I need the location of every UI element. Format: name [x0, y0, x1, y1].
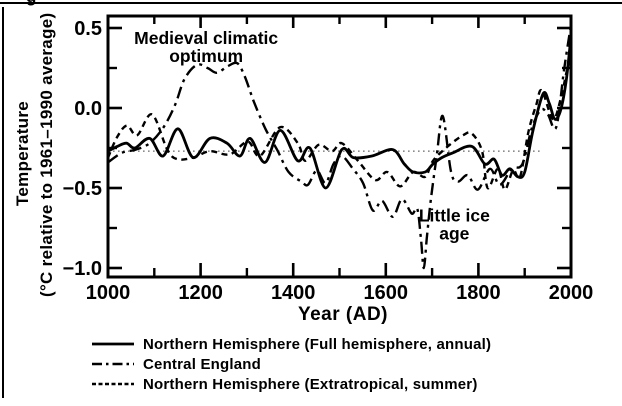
y-tick-label: 0.5 [74, 18, 102, 40]
cropped-text-glyph: g [26, 0, 36, 7]
legend-swatch-dashed-line [92, 382, 134, 386]
annotation-medieval-climatic-optimum: Medieval climatic [134, 28, 278, 48]
figure-left-border [2, 7, 4, 398]
x-tick-label: 2000 [549, 282, 594, 304]
y-tick-label: −0.5 [63, 178, 102, 200]
plot-frame [106, 14, 573, 279]
x-tick-label: 1800 [456, 282, 501, 304]
x-tick-label: 1400 [271, 282, 316, 304]
y-tick-label: −1.0 [63, 258, 102, 280]
annotation-little-ice-age: age [439, 224, 469, 244]
x-tick-label: 1000 [86, 282, 131, 304]
annotation-medieval-climatic-optimum: optimum [169, 46, 243, 66]
legend-item-nh-annual: Northern Hemisphere (Full hemisphere, an… [92, 334, 491, 354]
legend-swatch-solid-line [92, 342, 134, 346]
y-tick-label: 0.0 [74, 98, 102, 120]
legend: Northern Hemisphere (Full hemisphere, an… [92, 334, 491, 394]
legend-item-central-england: Central England [92, 354, 491, 374]
x-axis-title: Year (AD) [297, 304, 389, 325]
x-tick-label: 1200 [178, 282, 223, 304]
series-line-nh-annual [107, 35, 573, 190]
annotation-little-ice-age: Little ice [419, 206, 490, 226]
legend-swatch-dashdot-line [92, 362, 134, 366]
x-tick-label: 1600 [364, 282, 409, 304]
cropped-text-fragment: g [26, 0, 62, 8]
legend-item-label: Central England [143, 355, 262, 373]
figure-top-border [0, 2, 622, 4]
legend-item-label: Northern Hemisphere (Extratropical, summ… [143, 375, 478, 393]
series-line-nh-summer [106, 54, 573, 191]
legend-item-nh-summer: Northern Hemisphere (Extratropical, summ… [92, 374, 491, 394]
legend-item-label: Northern Hemisphere (Full hemisphere, an… [143, 335, 492, 353]
series-line-central-england [107, 24, 573, 270]
